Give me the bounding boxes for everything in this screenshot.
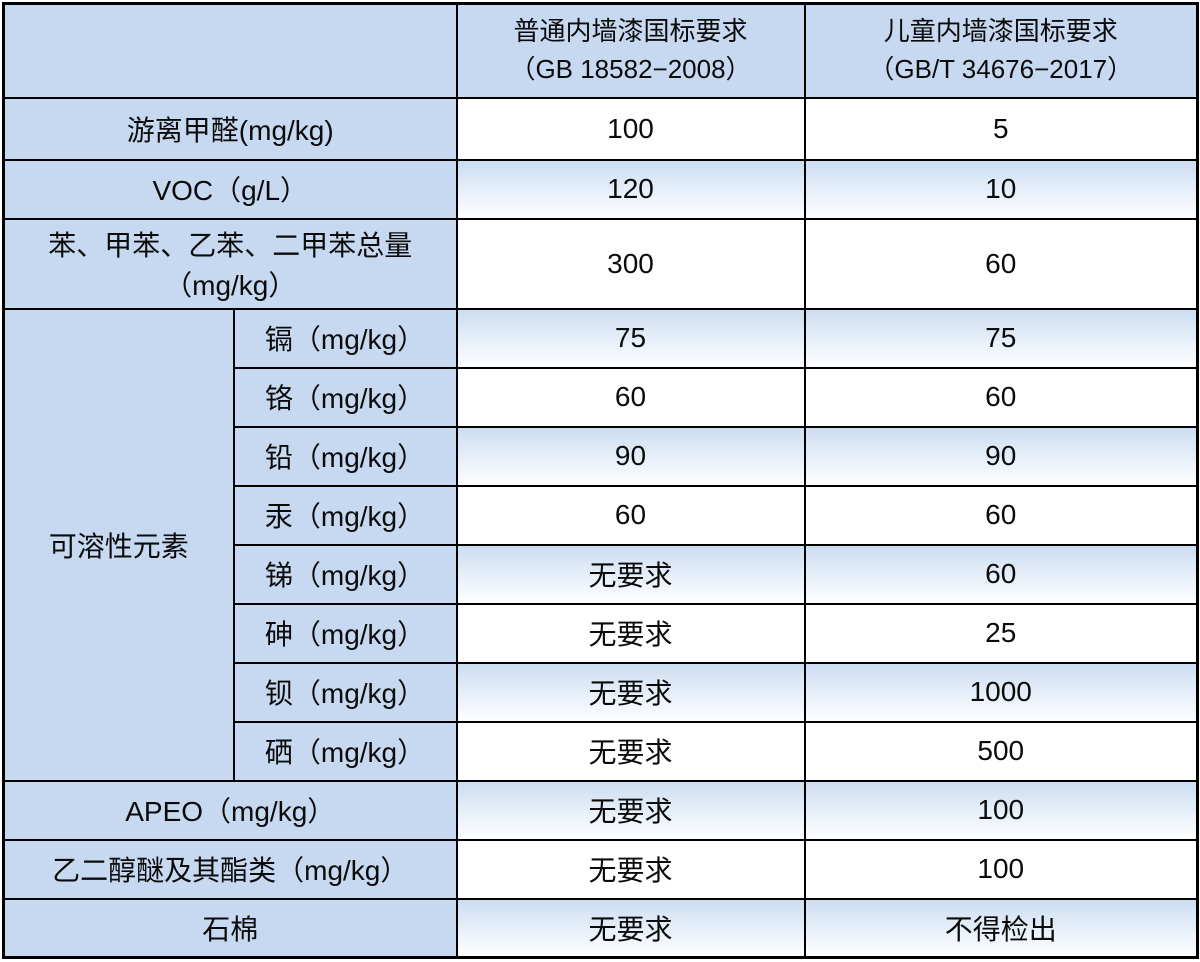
sub-label-cell: 锑（mg/kg） — [232, 543, 458, 605]
children-value-cell: 75 — [803, 307, 1199, 369]
header-cell-children-standard: 儿童内墙漆国标要求 （GB/T 34676−2017） — [803, 2, 1199, 99]
table-row-arsenic: 砷（mg/kg） 无要求 25 — [4, 602, 1199, 664]
ordinary-value-cell: 60 — [455, 484, 806, 546]
table-row-lead: 铅（mg/kg） 90 90 — [4, 425, 1199, 487]
table-row-benzene-total: 苯、甲苯、乙苯、二甲苯总量（mg/kg） 300 60 — [2, 217, 1199, 310]
row-label-cell: APEO（mg/kg） — [2, 779, 458, 841]
header-children-line1: 儿童内墙漆国标要求 — [883, 16, 1118, 47]
children-value-cell: 90 — [803, 425, 1199, 487]
table-row-asbestos: 石棉 无要求 不得检出 — [2, 897, 1199, 959]
children-value-cell: 100 — [803, 838, 1199, 900]
ordinary-value-cell: 无要求 — [455, 661, 806, 723]
sub-label-cell: 汞（mg/kg） — [232, 484, 458, 546]
ordinary-value-cell: 无要求 — [455, 897, 806, 959]
header-children-line2: （GB/T 34676−2017） — [868, 53, 1134, 84]
group-label-cell-soluble-elements: 可溶性元素 — [2, 307, 235, 782]
sub-label-cell: 钡（mg/kg） — [232, 661, 458, 723]
row-label-cell: VOC（g/L） — [2, 158, 458, 220]
table-row-mercury: 汞（mg/kg） 60 60 — [4, 484, 1199, 546]
row-label-cell: 石棉 — [2, 897, 458, 959]
children-value-cell: 不得检出 — [803, 897, 1199, 959]
children-value-cell: 10 — [803, 158, 1199, 220]
ordinary-value-cell: 100 — [455, 96, 806, 161]
row-label-cell: 苯、甲苯、乙苯、二甲苯总量（mg/kg） — [2, 217, 458, 310]
children-value-cell: 60 — [803, 484, 1199, 546]
table-row-cadmium: 可溶性元素 镉（mg/kg） 75 75 — [2, 307, 1199, 782]
table-row-voc: VOC（g/L） 120 10 — [2, 158, 1199, 220]
sub-label-cell: 硒（mg/kg） — [232, 720, 458, 782]
row-label-cell: 游离甲醛(mg/kg) — [2, 96, 458, 161]
ordinary-value-cell: 无要求 — [455, 779, 806, 841]
ordinary-value-cell: 无要求 — [455, 838, 806, 900]
children-value-cell: 1000 — [803, 661, 1199, 723]
ordinary-value-cell: 90 — [455, 425, 806, 487]
table-row-antimony: 锑（mg/kg） 无要求 60 — [4, 543, 1199, 605]
children-value-cell: 5 — [803, 96, 1199, 161]
children-value-cell: 60 — [803, 217, 1199, 310]
header-row: 普通内墙漆国标要求 （GB 18582−2008） 儿童内墙漆国标要求 （GB/… — [2, 2, 1199, 99]
ordinary-value-cell: 无要求 — [455, 720, 806, 782]
row-label-cell: 乙二醇醚及其酯类（mg/kg） — [2, 838, 458, 900]
ordinary-value-cell: 75 — [455, 307, 806, 369]
header-ordinary-line2: （GB 18582−2008） — [509, 53, 752, 84]
sub-label-cell: 铅（mg/kg） — [232, 425, 458, 487]
children-value-cell: 60 — [803, 366, 1199, 428]
children-value-cell: 25 — [803, 602, 1199, 664]
corner-cell — [2, 2, 458, 99]
table-row-formaldehyde: 游离甲醛(mg/kg) 100 5 — [2, 96, 1199, 161]
ordinary-value-cell: 120 — [455, 158, 806, 220]
ordinary-value-cell: 无要求 — [455, 543, 806, 605]
sub-label-cell: 镉（mg/kg） — [232, 307, 458, 369]
children-value-cell: 100 — [803, 779, 1199, 841]
children-value-cell: 500 — [803, 720, 1199, 782]
ordinary-value-cell: 无要求 — [455, 602, 806, 664]
table-row-chromium: 铬（mg/kg） 60 60 — [4, 366, 1199, 428]
sub-label-cell: 铬（mg/kg） — [232, 366, 458, 428]
table-row-barium: 钡（mg/kg） 无要求 1000 — [4, 661, 1199, 723]
header-cell-ordinary-standard: 普通内墙漆国标要求 （GB 18582−2008） — [455, 2, 806, 99]
header-ordinary-line1: 普通内墙漆国标要求 — [513, 16, 748, 47]
children-value-cell: 60 — [803, 543, 1199, 605]
table-row-selenium: 硒（mg/kg） 无要求 500 — [4, 720, 1199, 782]
ordinary-value-cell: 300 — [455, 217, 806, 310]
table-row-glycol-ethers: 乙二醇醚及其酯类（mg/kg） 无要求 100 — [2, 838, 1199, 900]
sub-label-cell: 砷（mg/kg） — [232, 602, 458, 664]
table-row-apeo: APEO（mg/kg） 无要求 100 — [2, 779, 1199, 841]
ordinary-value-cell: 60 — [455, 366, 806, 428]
